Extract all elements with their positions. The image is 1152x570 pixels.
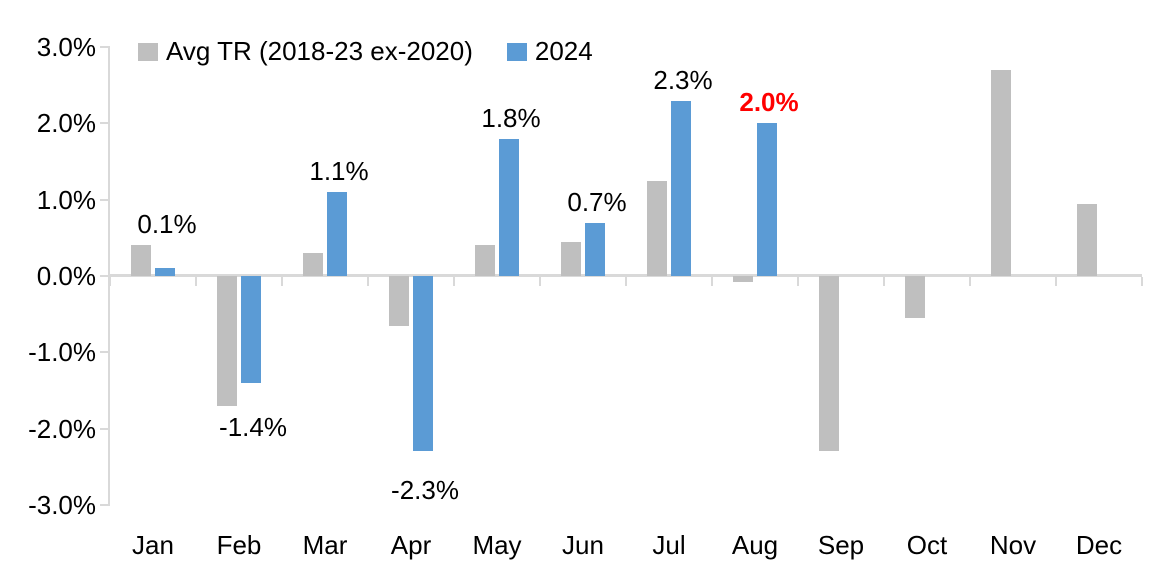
- bar-avg-tr-jan: [131, 245, 151, 276]
- x-axis-tick: [969, 277, 971, 286]
- y-axis-tick: [100, 427, 110, 430]
- bar-avg-tr-aug: [733, 276, 753, 283]
- bar-2024-jun: [585, 222, 605, 276]
- x-category-label-nov: Nov: [989, 530, 1037, 560]
- x-axis-tick: [367, 277, 369, 286]
- x-category-label-jun: Jun: [562, 530, 604, 560]
- legend-entry-avg-tr: Avg TR (2018-23 ex-2020): [138, 36, 473, 67]
- x-category-label-feb: Feb: [216, 530, 262, 560]
- x-axis-tick: [1055, 277, 1057, 286]
- x-axis-tick: [195, 277, 197, 286]
- data-label-feb: -1.4%: [219, 411, 287, 442]
- legend-entry-2024: 2024: [506, 36, 593, 67]
- x-axis-tick: [453, 277, 455, 286]
- x-axis-tick: [797, 277, 799, 286]
- bar-avg-tr-apr: [389, 276, 409, 326]
- bar-2024-jan: [155, 268, 175, 276]
- y-axis-tick-label: -3.0%: [28, 489, 96, 520]
- chart-legend: Avg TR (2018-23 ex-2020) 2024: [138, 36, 593, 67]
- x-axis-tick: [281, 277, 283, 286]
- bar-avg-tr-jun: [561, 241, 581, 276]
- bar-avg-tr-sep: [819, 276, 839, 452]
- data-label-jan: 0.1%: [137, 209, 197, 240]
- y-axis-tick: [100, 198, 110, 201]
- legend-swatch-2024: [506, 42, 527, 61]
- bar-avg-tr-jul: [647, 180, 667, 276]
- x-category-label-sep: Sep: [817, 530, 865, 560]
- y-axis-tick-label: 3.0%: [36, 32, 96, 63]
- x-category-label-jul: Jul: [652, 530, 686, 560]
- legend-swatch-avg-tr: [138, 42, 158, 61]
- bar-avg-tr-may: [475, 245, 495, 276]
- x-axis-tick: [625, 277, 627, 286]
- data-label-jul: 2.3%: [653, 64, 713, 95]
- x-category-label-may: May: [472, 530, 522, 560]
- legend-label-avg-tr: Avg TR (2018-23 ex-2020): [166, 36, 473, 66]
- bar-2024-apr: [413, 276, 433, 452]
- y-axis-tick: [100, 46, 110, 49]
- y-axis-tick-label: -2.0%: [28, 413, 96, 444]
- y-axis-tick-label: -1.0%: [28, 337, 96, 368]
- bar-2024-jul: [671, 100, 691, 276]
- y-axis-tick-label: 2.0%: [36, 108, 96, 139]
- x-category-label-apr: Apr: [390, 530, 432, 560]
- bar-2024-may: [499, 138, 519, 276]
- bar-2024-aug: [757, 123, 777, 276]
- y-axis-tick: [100, 275, 110, 277]
- bar-2024-mar: [327, 192, 347, 276]
- data-label-jun: 0.7%: [567, 186, 627, 217]
- x-axis-tick: [883, 277, 885, 286]
- legend-label-2024: 2024: [534, 36, 593, 66]
- y-axis-tick-label: 0.0%: [36, 261, 96, 291]
- bar-avg-tr-mar: [303, 253, 323, 276]
- x-axis-line: [110, 274, 1142, 277]
- x-category-label-aug: Aug: [731, 530, 779, 560]
- y-axis-tick-label: 1.0%: [36, 184, 96, 215]
- y-axis-tick: [100, 503, 110, 506]
- x-category-label-oct: Oct: [906, 530, 948, 560]
- x-category-label-mar: Mar: [302, 530, 348, 560]
- x-axis-tick: [539, 277, 541, 286]
- bar-avg-tr-dec: [1077, 203, 1097, 276]
- x-category-label-jan: Jan: [132, 530, 174, 560]
- y-axis-tick: [100, 351, 110, 354]
- x-axis-tick: [711, 277, 713, 286]
- x-axis-tick: [109, 277, 111, 286]
- x-axis-tick: [1141, 277, 1143, 286]
- data-label-may: 1.8%: [481, 102, 541, 133]
- data-label-apr: -2.3%: [391, 475, 459, 506]
- x-category-label-dec: Dec: [1075, 530, 1123, 560]
- data-label-aug: 2.0%: [739, 87, 799, 118]
- bar-avg-tr-nov: [991, 69, 1011, 276]
- data-label-mar: 1.1%: [309, 156, 369, 187]
- bar-2024-feb: [241, 276, 261, 383]
- y-axis-tick: [100, 122, 110, 125]
- bar-avg-tr-feb: [217, 276, 237, 406]
- bar-avg-tr-oct: [905, 276, 925, 318]
